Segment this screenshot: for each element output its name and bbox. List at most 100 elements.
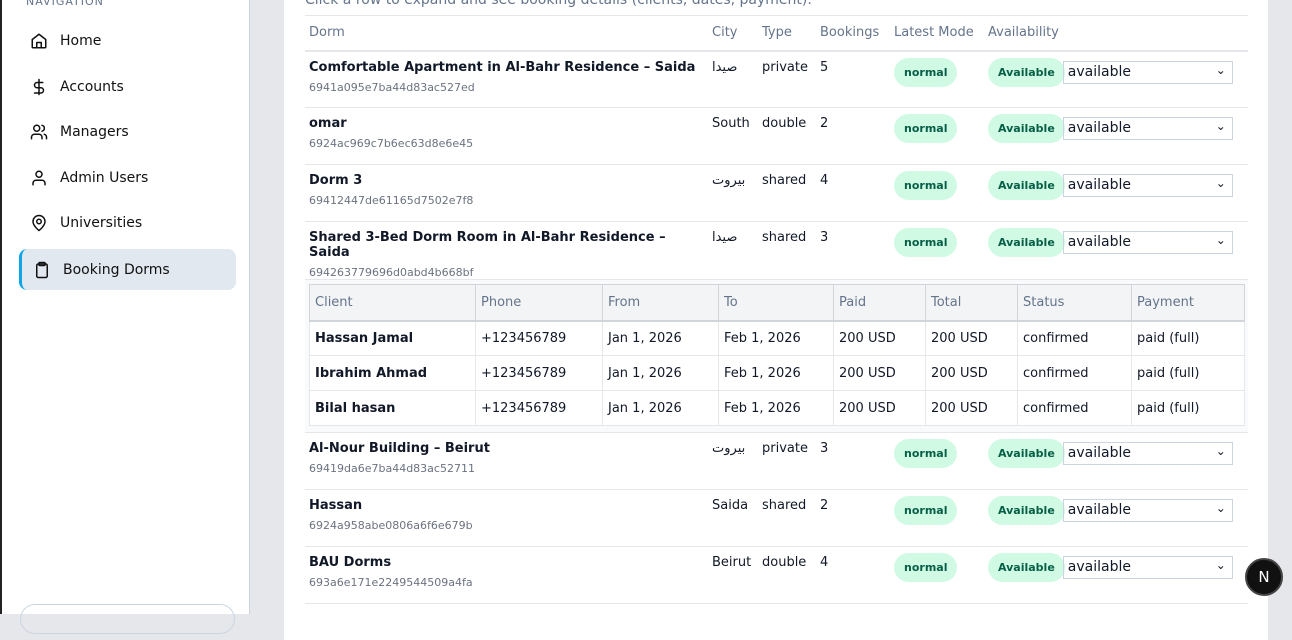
sidebar-item-accounts[interactable]: Accounts: [19, 66, 236, 107]
availability-select[interactable]: available ⌄: [1062, 556, 1233, 579]
chevron-down-icon: ⌄: [1215, 62, 1226, 77]
dorm-type: shared: [758, 221, 816, 280]
dorm-name: Hassan: [309, 498, 363, 513]
sidebar-item-booking-dorms[interactable]: Booking Dorms: [19, 249, 236, 290]
sidebar-item-home[interactable]: Home: [19, 20, 236, 61]
availability-select[interactable]: available ⌄: [1062, 442, 1233, 465]
users-icon: [30, 124, 48, 139]
mode-badge: normal: [894, 553, 958, 582]
chevron-down-icon: ⌄: [1215, 558, 1226, 572]
select-value: available: [1067, 63, 1131, 80]
dorm-city: بيروت: [708, 164, 758, 222]
chevron-down-icon: ⌄: [1215, 444, 1226, 458]
dorm-bookings: 4: [816, 546, 890, 604]
booking-cell: 200 USD: [833, 355, 926, 391]
chevron-down-icon: ⌄: [1215, 501, 1226, 515]
map-pin-icon: [32, 214, 46, 231]
mode-badge: normal: [894, 57, 958, 87]
dorm-row[interactable]: Comfortable Apartment in Al-Bahr Residen…: [305, 50, 1248, 108]
availability-badge: Available: [988, 228, 1065, 257]
details-column-header: Status: [1017, 284, 1132, 322]
booking-cell: Feb 1, 2026: [718, 355, 834, 391]
table-header: Dorm City Type Bookings Latest Mode Availabil…: [305, 15, 1248, 52]
booking-cell: Feb 1, 2026: [718, 320, 834, 356]
availability-select[interactable]: available ⌄: [1062, 117, 1233, 140]
booking-cell: paid (full): [1131, 320, 1245, 356]
column-header[interactable]: City: [708, 15, 758, 52]
details-column-header: Client: [309, 284, 476, 322]
dorm-row[interactable]: Al-Nour Building – Beirut 69419da6e7ba44d…: [305, 432, 1248, 490]
dollar-icon: [33, 78, 45, 95]
booking-cell: Feb 1, 2026: [718, 390, 834, 426]
mode-badge: normal: [894, 114, 958, 143]
availability-badge: Available: [988, 171, 1065, 200]
select-value: available: [1067, 502, 1131, 518]
dorm-type: private: [758, 432, 816, 490]
booking-cell: Jan 1, 2026: [602, 320, 719, 356]
dorm-id: 694263779696d0abd4b668bf: [309, 266, 474, 279]
dorm-city: صيدا: [708, 50, 758, 108]
dorm-row[interactable]: Hassan 6924a958abe0806a6f6e679b Saida sha…: [305, 489, 1248, 547]
dorm-city: Saida: [708, 489, 758, 547]
dorm-row[interactable]: Shared 3-Bed Dorm Room in Al-Bahr Reside…: [305, 221, 1248, 280]
dorm-bookings: 5: [816, 50, 890, 108]
dorm-row[interactable]: Dorm 3 69412447de61165d7502e7f8 بيروت sha…: [305, 164, 1248, 222]
booking-cell: Ibrahim Ahmad: [309, 355, 476, 391]
select-value: available: [1067, 234, 1131, 250]
availability-select[interactable]: available ⌄: [1062, 231, 1233, 254]
dorm-id: 6924a958abe0806a6f6e679b: [309, 519, 473, 532]
booking-cell: 200 USD: [925, 390, 1018, 426]
dorm-bookings: 3: [816, 221, 890, 280]
sidebar-item-label: Booking Dorms: [63, 261, 170, 278]
sidebar-item-admin-users[interactable]: Admin Users: [19, 157, 236, 198]
nextjs-dev-badge[interactable]: N: [1245, 558, 1283, 596]
availability-select[interactable]: available ⌄: [1062, 174, 1233, 197]
column-header[interactable]: Dorm: [305, 15, 708, 52]
dorm-id: 69412447de61165d7502e7f8: [309, 194, 474, 207]
dorm-type: shared: [758, 489, 816, 547]
select-value: available: [1067, 177, 1131, 193]
sidebar-item-universities[interactable]: Universities: [19, 202, 236, 243]
booking-details-table: Client Phone From To Paid Total Status Payment H…: [309, 284, 1245, 426]
booking-row: Hassan Jamal +123456789 Jan 1, 2026 Feb 1, …: [309, 320, 1245, 356]
dorm-bookings: 2: [816, 107, 890, 165]
booking-row: Bilal hasan +123456789 Jan 1, 2026 Feb 1, 2…: [309, 390, 1245, 426]
user-icon: [32, 170, 46, 185]
dorm-row[interactable]: BAU Dorms 693a6e171e2249544509a4fa Beirut…: [305, 546, 1248, 604]
nav-section-label: NAVIGATION: [26, 0, 104, 8]
column-header[interactable]: Latest Mode: [890, 15, 984, 52]
dorm-type: shared: [758, 164, 816, 222]
select-value: available: [1067, 445, 1131, 461]
mode-badge: normal: [894, 496, 958, 525]
availability-badge: Available: [988, 496, 1065, 525]
booking-cell: paid (full): [1131, 355, 1245, 391]
mode-badge: normal: [894, 171, 958, 200]
availability-select[interactable]: available ⌄: [1062, 499, 1233, 522]
chevron-down-icon: ⌄: [1215, 233, 1226, 247]
select-value: available: [1067, 559, 1131, 575]
dorm-type: double: [758, 107, 816, 165]
dorm-bookings: 2: [816, 489, 890, 547]
dorm-id: 693a6e171e2249544509a4fa: [309, 576, 473, 589]
booking-details-row: Client Phone From To Paid Total Status Payment H…: [305, 279, 1248, 433]
dorm-name: Dorm 3: [309, 173, 363, 188]
availability-badge: Available: [988, 57, 1065, 87]
column-header[interactable]: Availability: [984, 15, 1248, 52]
dorm-city: صيدا: [708, 221, 758, 280]
sidebar-bottom-button[interactable]: [20, 604, 235, 634]
dorm-city: South: [708, 107, 758, 165]
column-header[interactable]: Type: [758, 15, 816, 52]
booking-cell: +123456789: [475, 355, 603, 391]
sidebar-item-managers[interactable]: Managers: [19, 111, 236, 152]
home-icon: [31, 33, 47, 48]
availability-select[interactable]: available ⌄: [1062, 60, 1233, 84]
dorm-name: omar: [309, 116, 347, 131]
dorm-row[interactable]: omar 6924ac969c7b6ec63d8e6e45 South doubl…: [305, 107, 1248, 165]
booking-cell: Hassan Jamal: [309, 320, 476, 356]
mode-badge: normal: [894, 228, 958, 257]
sidebar-item-label: Managers: [60, 123, 129, 140]
booking-cell: Jan 1, 2026: [602, 390, 719, 426]
chevron-down-icon: ⌄: [1215, 119, 1226, 133]
sidebar-item-label: Universities: [60, 214, 143, 231]
column-header[interactable]: Bookings: [816, 15, 890, 52]
